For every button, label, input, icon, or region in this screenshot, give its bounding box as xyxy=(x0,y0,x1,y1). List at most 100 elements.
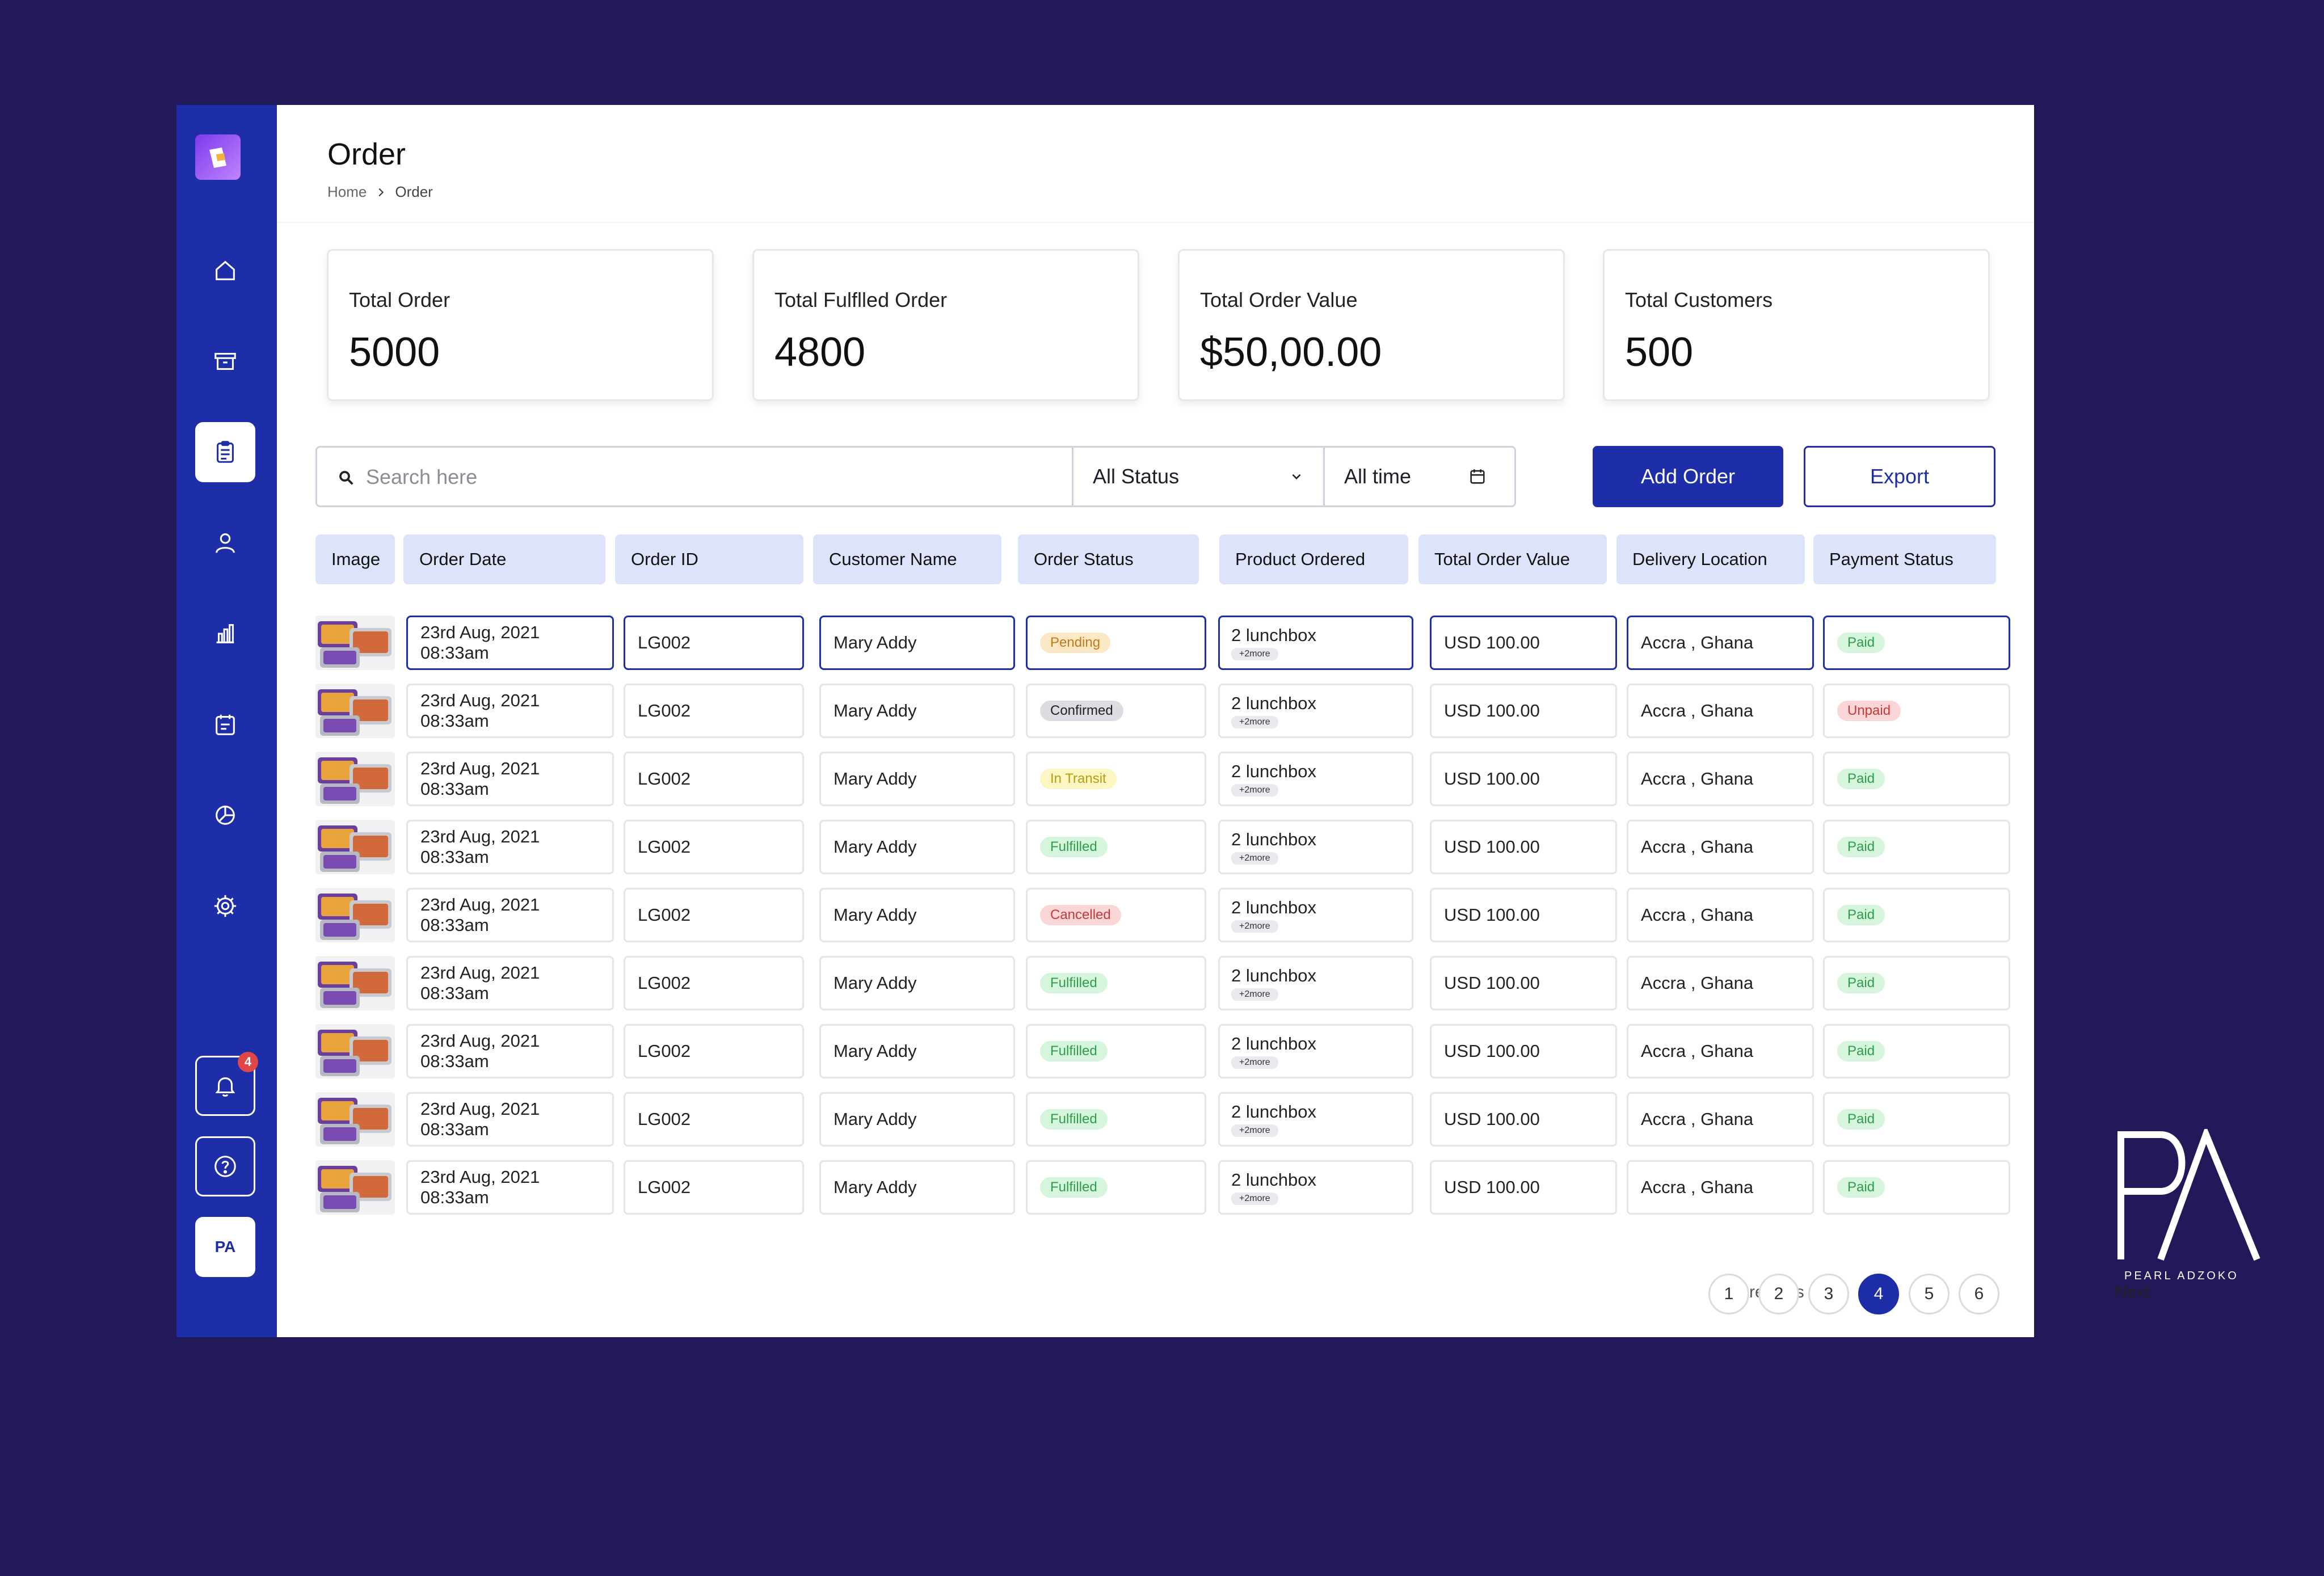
customer-name-cell: Mary Addy xyxy=(819,888,1015,942)
more-products-tag[interactable]: +2more xyxy=(1231,716,1278,728)
gear-icon xyxy=(214,895,237,917)
delivery-location-cell: Accra , Ghana xyxy=(1627,684,1814,738)
page-button[interactable]: 6 xyxy=(1959,1274,1999,1314)
nav-orders[interactable] xyxy=(195,422,255,482)
order-status-cell: Pending xyxy=(1026,616,1206,670)
more-products-tag[interactable]: +2more xyxy=(1231,988,1278,1001)
product-name: 2 lunchbox xyxy=(1231,1034,1316,1054)
status-select[interactable]: All Status xyxy=(1073,448,1323,505)
order-date-cell: 23rd Aug, 2021 08:33am xyxy=(406,1024,614,1078)
column-header[interactable]: Image xyxy=(315,534,395,584)
delivery-location-cell: Accra , Ghana xyxy=(1627,820,1814,874)
order-image xyxy=(315,752,395,806)
nav-home[interactable] xyxy=(195,241,255,301)
product-name: 2 lunchbox xyxy=(1231,897,1316,917)
lunchbox-image xyxy=(315,888,395,942)
product-ordered-cell: 2 lunchbox +2more xyxy=(1218,684,1413,738)
product-name: 2 lunchbox xyxy=(1231,966,1316,985)
more-products-tag[interactable]: +2more xyxy=(1231,1192,1278,1205)
column-header[interactable]: Order ID xyxy=(615,534,803,584)
more-products-tag[interactable]: +2more xyxy=(1231,852,1278,865)
nav-archive[interactable] xyxy=(195,331,255,391)
more-products-tag[interactable]: +2more xyxy=(1231,920,1278,933)
status-badge: Pending xyxy=(1040,633,1111,653)
delivery-location-cell: Accra , Ghana xyxy=(1627,888,1814,942)
order-value-cell: USD 100.00 xyxy=(1430,684,1617,738)
stat-value: 5000 xyxy=(349,330,440,375)
order-image xyxy=(315,820,395,874)
help-button[interactable] xyxy=(195,1136,255,1196)
nav-calendar[interactable] xyxy=(195,694,255,755)
order-date-cell: 23rd Aug, 2021 08:33am xyxy=(406,888,614,942)
time-select[interactable]: All time xyxy=(1325,448,1506,505)
delivery-location-cell: Accra , Ghana xyxy=(1627,956,1814,1010)
nav-reports[interactable] xyxy=(195,785,255,845)
status-badge: Fulfilled xyxy=(1040,1041,1108,1061)
order-date-cell: 23rd Aug, 2021 08:33am xyxy=(406,752,614,806)
export-button[interactable]: Export xyxy=(1804,446,1995,507)
customer-name-cell: Mary Addy xyxy=(819,616,1015,670)
page-title: Order xyxy=(327,137,406,171)
order-image xyxy=(315,1160,395,1215)
order-status-cell: Fulfilled xyxy=(1026,1160,1206,1215)
add-order-button[interactable]: Add Order xyxy=(1593,446,1783,507)
product-ordered-cell: 2 lunchbox +2more xyxy=(1218,1160,1413,1215)
stat-value: 4800 xyxy=(774,330,866,375)
more-products-tag[interactable]: +2more xyxy=(1231,784,1278,797)
search-input[interactable] xyxy=(366,461,1047,493)
nav-analytics[interactable] xyxy=(195,604,255,664)
nav-customers[interactable] xyxy=(195,513,255,573)
column-header[interactable]: Product Ordered xyxy=(1219,534,1408,584)
stat-card-total-customers: Total Customers 500 xyxy=(1603,249,1990,401)
column-header[interactable]: Order Date xyxy=(403,534,605,584)
status-badge: Fulfilled xyxy=(1040,1109,1108,1130)
payment-badge: Paid xyxy=(1837,1177,1885,1198)
page-button[interactable]: 3 xyxy=(1808,1274,1849,1314)
avatar[interactable]: PA xyxy=(195,1217,255,1277)
order-value-cell: USD 100.00 xyxy=(1430,1024,1617,1078)
order-id-cell: LG002 xyxy=(624,1092,804,1147)
breadcrumb-current: Order xyxy=(395,183,433,200)
column-header[interactable]: Payment Status xyxy=(1813,534,1996,584)
stat-label: Total Order xyxy=(349,288,451,311)
lunchbox-image xyxy=(315,752,395,806)
customer-name-cell: Mary Addy xyxy=(819,752,1015,806)
app-logo[interactable] xyxy=(195,134,241,180)
column-header[interactable]: Order Status xyxy=(1018,534,1199,584)
order-status-cell: Fulfilled xyxy=(1026,1092,1206,1147)
payment-status-cell: Paid xyxy=(1823,616,2010,670)
payment-badge: Paid xyxy=(1837,905,1885,925)
delivery-location-cell: Accra , Ghana xyxy=(1627,616,1814,670)
status-badge: Fulfilled xyxy=(1040,1177,1108,1198)
stat-label: Total Order Value xyxy=(1200,288,1358,311)
more-products-tag[interactable]: +2more xyxy=(1231,1056,1278,1069)
payment-status-cell: Paid xyxy=(1823,752,2010,806)
order-status-cell: Fulfilled xyxy=(1026,1024,1206,1078)
brand-logo xyxy=(2117,1129,2260,1261)
column-header[interactable]: Delivery Location xyxy=(1616,534,1805,584)
payment-status-cell: Paid xyxy=(1823,956,2010,1010)
product-ordered-cell: 2 lunchbox +2more xyxy=(1218,1092,1413,1147)
nav-settings[interactable] xyxy=(195,876,255,936)
lunchbox-image xyxy=(315,956,395,1010)
order-status-cell: In Transit xyxy=(1026,752,1206,806)
more-products-tag[interactable]: +2more xyxy=(1231,1124,1278,1137)
breadcrumb-home[interactable]: Home xyxy=(327,183,367,200)
page-button[interactable]: 4 xyxy=(1858,1274,1899,1314)
archive-icon xyxy=(214,353,236,370)
next-page-link[interactable]: Next xyxy=(2115,1283,2150,1301)
page-button[interactable]: 2 xyxy=(1758,1274,1799,1314)
column-header[interactable]: Total Order Value xyxy=(1418,534,1607,584)
delivery-location-cell: Accra , Ghana xyxy=(1627,1160,1814,1215)
page-button[interactable]: 1 xyxy=(1708,1274,1749,1314)
order-id-cell: LG002 xyxy=(624,888,804,942)
chevron-down-icon xyxy=(1292,474,1301,480)
more-products-tag[interactable]: +2more xyxy=(1231,648,1278,660)
customer-name-cell: Mary Addy xyxy=(819,956,1015,1010)
user-icon xyxy=(216,533,235,553)
notifications-button[interactable]: 4 xyxy=(195,1052,258,1116)
column-header[interactable]: Customer Name xyxy=(813,534,1001,584)
order-image xyxy=(315,1092,395,1147)
payment-status-cell: Paid xyxy=(1823,1160,2010,1215)
page-button[interactable]: 5 xyxy=(1909,1274,1950,1314)
